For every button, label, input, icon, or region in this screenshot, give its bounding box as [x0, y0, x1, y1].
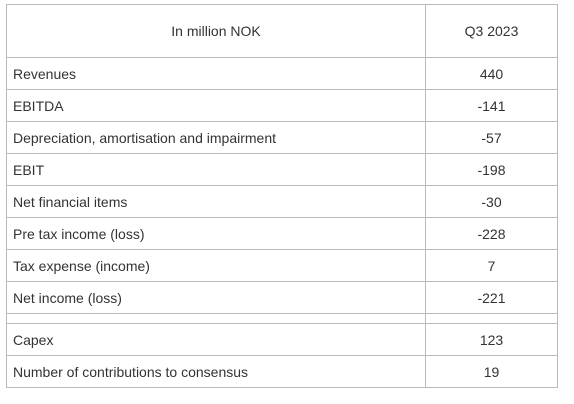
row-value: -198: [425, 153, 558, 186]
row-value: -30: [425, 185, 558, 218]
table-row-ebitda: EBITDA -141: [6, 89, 558, 122]
row-value: 19: [425, 355, 558, 388]
row-value: -141: [425, 89, 558, 122]
row-label: Revenues: [6, 57, 426, 90]
table-spacer-row: [6, 313, 558, 324]
row-label: Net financial items: [6, 185, 426, 218]
table-row-tax-expense: Tax expense (income) 7: [6, 249, 558, 282]
financial-table: In million NOK Q3 2023 Revenues 440 EBIT…: [6, 4, 558, 388]
row-value: 123: [425, 323, 558, 356]
table-row-net-income: Net income (loss) -221: [6, 281, 558, 314]
row-label: Pre tax income (loss): [6, 217, 426, 250]
table-row-contributions: Number of contributions to consensus 19: [6, 355, 558, 388]
table-header-row: In million NOK Q3 2023: [6, 4, 558, 58]
row-label: Net income (loss): [6, 281, 426, 314]
header-label: In million NOK: [6, 4, 426, 58]
table-row-revenues: Revenues 440: [6, 57, 558, 90]
table-row-capex: Capex 123: [6, 323, 558, 356]
row-label: Capex: [6, 323, 426, 356]
row-value: -228: [425, 217, 558, 250]
table-row-net-financial-items: Net financial items -30: [6, 185, 558, 218]
header-period: Q3 2023: [425, 4, 558, 58]
row-value: 440: [425, 57, 558, 90]
row-label: Tax expense (income): [6, 249, 426, 282]
row-value: -57: [425, 121, 558, 154]
row-label: Number of contributions to consensus: [6, 355, 426, 388]
row-value: -221: [425, 281, 558, 314]
spacer-cell: [6, 313, 426, 324]
row-label: EBITDA: [6, 89, 426, 122]
row-value: 7: [425, 249, 558, 282]
row-label: EBIT: [6, 153, 426, 186]
table-row-depreciation: Depreciation, amortisation and impairmen…: [6, 121, 558, 154]
table-row-pre-tax-income: Pre tax income (loss) -228: [6, 217, 558, 250]
spacer-cell: [425, 313, 558, 324]
table-row-ebit: EBIT -198: [6, 153, 558, 186]
row-label: Depreciation, amortisation and impairmen…: [6, 121, 426, 154]
